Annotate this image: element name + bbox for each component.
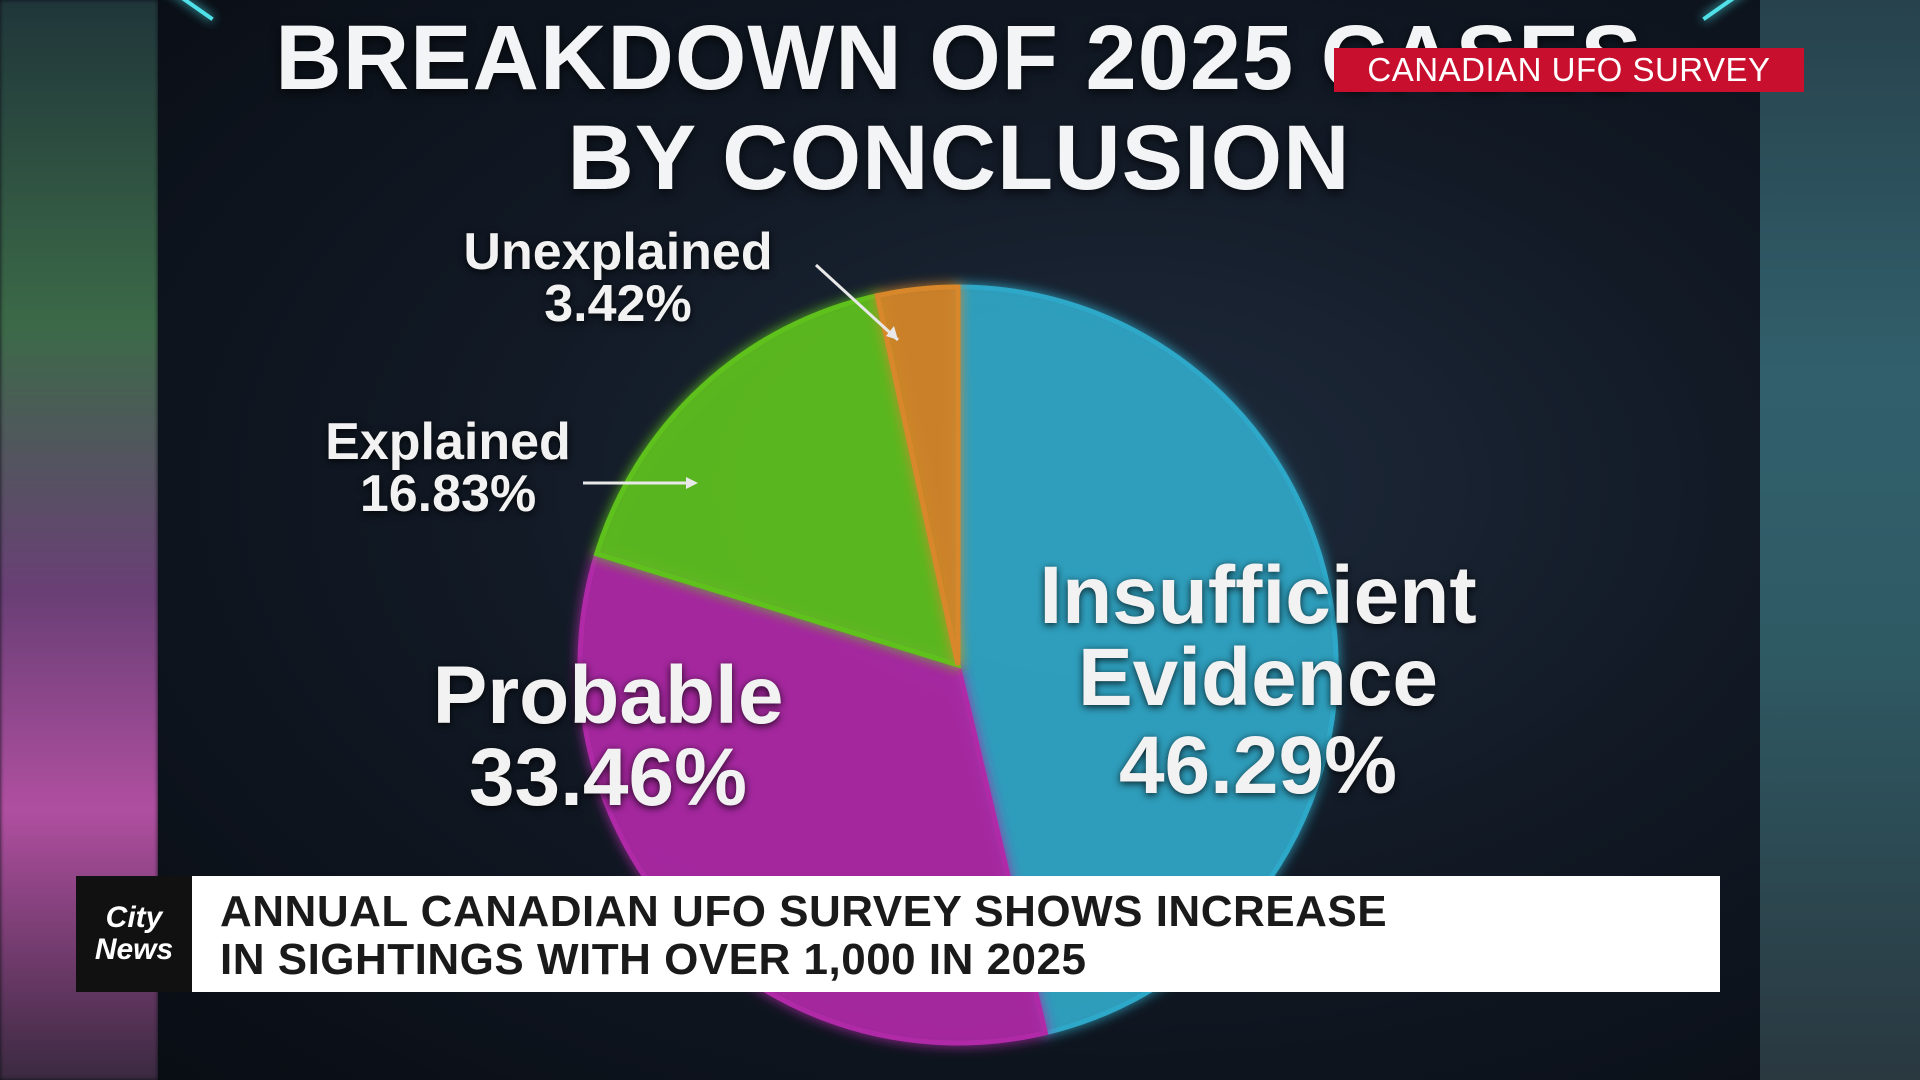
probable-label-value: 33.46%	[468, 732, 748, 823]
headline-line2: IN SIGHTINGS WITH OVER 1,000 IN 2025	[220, 935, 1087, 984]
chart-title-line2: BY CONCLUSION	[567, 107, 1351, 209]
unexplained-label: Unexplained 3.42%	[458, 226, 778, 330]
unexplained-arrow	[814, 263, 900, 342]
pie-slice-unexplained	[874, 284, 961, 666]
insufficient-evidence-label-value: 46.29%	[1118, 720, 1398, 811]
unexplained-label-value: 3.42%	[544, 275, 692, 333]
probable-label: Probable 33.46%	[418, 655, 798, 819]
unexplained-arrowhead	[886, 326, 898, 340]
explained-label: Explained 16.83%	[308, 416, 588, 520]
lower-third: City News ANNUAL CANADIAN UFO SURVEY SHO…	[76, 876, 1720, 992]
infographic-stage: BREAKDOWN OF 2025 CASES BY CONCLUSION Un…	[158, 0, 1760, 1080]
explained-label-value: 16.83%	[359, 465, 537, 523]
news-headline: ANNUAL CANADIAN UFO SURVEY SHOWS INCREAS…	[192, 876, 1720, 992]
probable-label-name: Probable	[432, 650, 784, 741]
pie-slice-explained	[593, 292, 962, 669]
source-badge: CANADIAN UFO SURVEY	[1334, 48, 1804, 92]
insufficient-evidence-label-line1: Insufficient	[1039, 550, 1477, 641]
insufficient-evidence-label-line2: Evidence	[1077, 632, 1439, 723]
unexplained-label-name: Unexplained	[463, 223, 773, 281]
logo-line2: News	[94, 933, 174, 966]
explained-arrowhead	[686, 477, 698, 489]
insufficient-evidence-label: Insufficient Evidence 46.29%	[1018, 555, 1498, 807]
headline-line1: ANNUAL CANADIAN UFO SURVEY SHOWS INCREAS…	[220, 887, 1388, 936]
blurred-right-panel	[1760, 0, 1920, 1080]
logo-line1: City	[105, 901, 163, 934]
citynews-logo: City News	[76, 876, 192, 992]
explained-label-name: Explained	[325, 413, 571, 471]
